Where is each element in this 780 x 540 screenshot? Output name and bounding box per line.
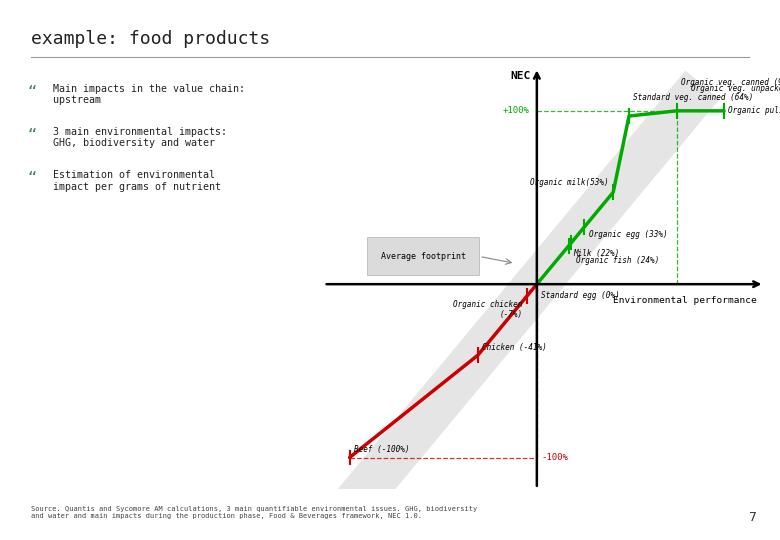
FancyBboxPatch shape [367, 238, 479, 275]
Text: Average footprint: Average footprint [381, 252, 466, 261]
Text: Organic veg. unpacked: Organic veg. unpacked [691, 84, 780, 93]
Text: “: “ [27, 127, 37, 145]
Text: +100%: +100% [503, 106, 530, 116]
Text: Standard egg (0%): Standard egg (0%) [541, 291, 620, 300]
Text: 7: 7 [749, 511, 757, 524]
Text: Main impacts in the value chain:
upstream: Main impacts in the value chain: upstrea… [53, 84, 245, 105]
Text: Standard veg. canned (64%): Standard veg. canned (64%) [633, 93, 753, 102]
Text: NEC: NEC [511, 71, 531, 81]
Text: -100%: -100% [541, 453, 568, 462]
Text: Estimation of environmental
impact per grams of nutrient: Estimation of environmental impact per g… [53, 170, 221, 192]
Text: Milk (22%): Milk (22%) [573, 249, 619, 259]
Text: Organic fish (24%): Organic fish (24%) [576, 256, 659, 266]
Text: example: food products: example: food products [31, 30, 271, 48]
Text: Organic egg (33%): Organic egg (33%) [589, 231, 668, 239]
Text: Organic pulses: Organic pulses [729, 106, 780, 116]
Text: Organic chicken
(-7%): Organic chicken (-7%) [453, 300, 523, 319]
Text: 3 main environmental impacts:
GHG, biodiversity and water: 3 main environmental impacts: GHG, biodi… [53, 127, 227, 148]
Text: Beef (-100%): Beef (-100%) [354, 445, 410, 454]
Text: “: “ [27, 84, 37, 102]
Text: Source. Quantis and Sycomore AM calculations, 3 main quantifiable environmental : Source. Quantis and Sycomore AM calculat… [31, 507, 477, 519]
Text: Environmental performance: Environmental performance [613, 296, 757, 305]
Text: Chicken (-41%): Chicken (-41%) [482, 343, 547, 352]
Text: “: “ [27, 170, 37, 188]
Text: Organic milk(53%): Organic milk(53%) [530, 178, 609, 187]
Text: Organic veg. canned (97%): Organic veg. canned (97%) [681, 78, 780, 86]
